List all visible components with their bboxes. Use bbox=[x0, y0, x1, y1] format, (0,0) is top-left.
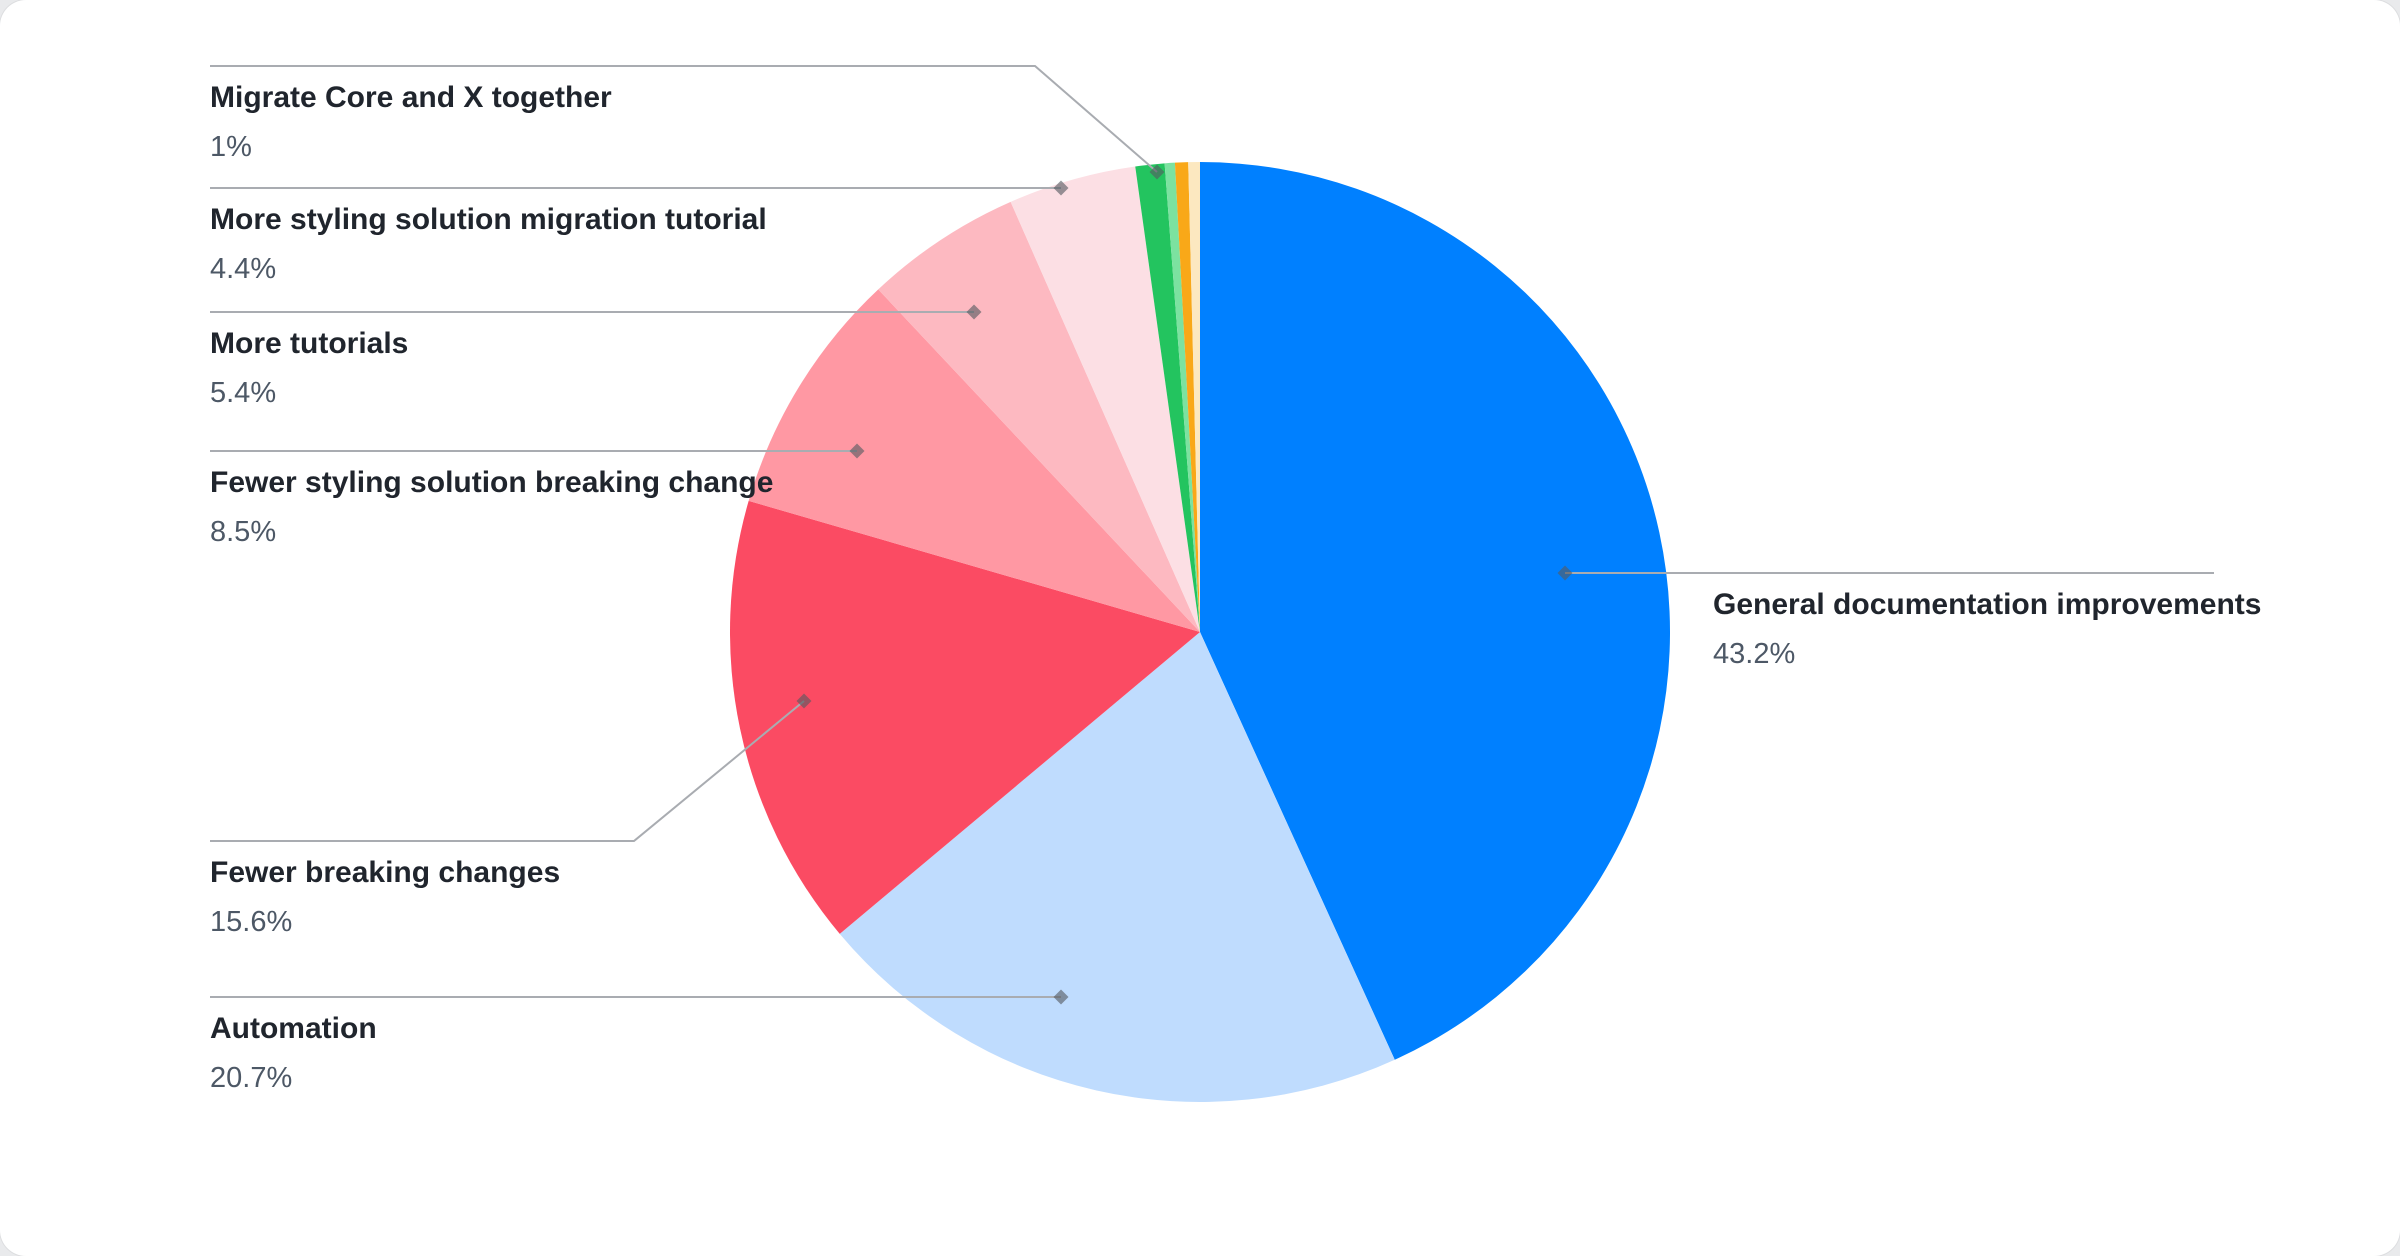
callout-fewer-breaking-changes: Fewer breaking changes 15.6% bbox=[210, 855, 560, 940]
slice-label: Fewer breaking changes bbox=[210, 856, 561, 889]
slice-percent: 20.7% bbox=[210, 1062, 293, 1094]
callout-automation: Automation 20.7% bbox=[210, 1011, 377, 1096]
leader-diamond-icon bbox=[1053, 180, 1069, 196]
leader-diamond-icon bbox=[849, 443, 865, 459]
leader-diamond-icon bbox=[1053, 989, 1069, 1005]
slice-percent: 5.4% bbox=[210, 377, 277, 409]
slice-label: Automation bbox=[210, 1012, 377, 1045]
slice-percent: 15.6% bbox=[210, 906, 293, 938]
leader-line bbox=[210, 700, 805, 842]
leader-diamond-icon bbox=[1149, 164, 1165, 180]
callout-general-documentation-improvements: General documentation improvements 43.2% bbox=[1713, 587, 2261, 672]
slice-percent: 43.2% bbox=[1713, 638, 1796, 670]
slice-label: More tutorials bbox=[210, 327, 409, 360]
pie-slice-migrate-core-and-x-together[interactable] bbox=[1135, 163, 1200, 632]
slice-percent: 1% bbox=[210, 131, 252, 163]
pie-slice-fewer-styling-solution-breaking-change[interactable] bbox=[748, 289, 1200, 632]
slice-percent: 8.5% bbox=[210, 516, 277, 548]
pie-slice-minor-8[interactable] bbox=[1174, 162, 1200, 632]
leader-line bbox=[210, 65, 1158, 173]
slice-percent: 4.4% bbox=[210, 253, 277, 285]
pie-slice-automation[interactable] bbox=[839, 632, 1395, 1103]
slice-label: Migrate Core and X together bbox=[210, 81, 612, 114]
slice-label: General documentation improvements bbox=[1713, 588, 2262, 621]
callout-more-styling-solution-migration-tutorial: More styling solution migration tutorial… bbox=[210, 202, 767, 287]
callout-more-tutorials: More tutorials 5.4% bbox=[210, 326, 408, 411]
leader-diamond-icon bbox=[966, 304, 982, 320]
slice-label: Fewer styling solution breaking change bbox=[210, 466, 774, 499]
pie-slice-minor-7[interactable] bbox=[1164, 162, 1200, 633]
leader-diamond-icon bbox=[796, 693, 812, 709]
slice-label: More styling solution migration tutorial bbox=[210, 203, 767, 236]
leader-diamond-icon bbox=[1557, 565, 1573, 581]
pie-slice-fewer-breaking-changes[interactable] bbox=[729, 500, 1200, 934]
pie-slice-more-tutorials[interactable] bbox=[878, 201, 1200, 632]
pie-slice-minor-9[interactable] bbox=[1188, 162, 1200, 632]
callout-migrate-core: Migrate Core and X together 1% bbox=[210, 80, 612, 165]
pie-slice-general-documentation-improvements[interactable] bbox=[1200, 162, 1671, 1060]
callout-fewer-styling-solution-breaking-change: Fewer styling solution breaking change 8… bbox=[210, 465, 773, 550]
pie-slice-more-styling-solution-migration-tutorial[interactable] bbox=[1010, 166, 1200, 633]
